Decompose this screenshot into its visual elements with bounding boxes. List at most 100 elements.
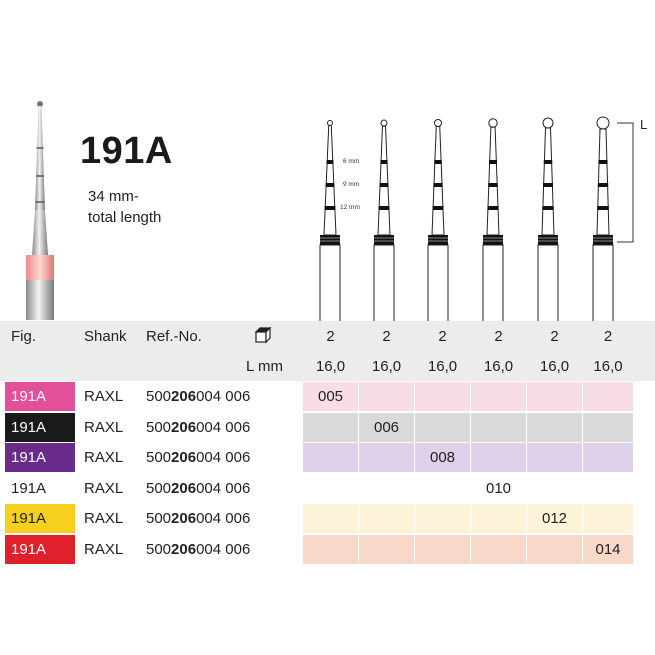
row-ref-no: 500 206 004 006: [140, 504, 302, 533]
instrument-drawings: [319, 116, 614, 325]
ref-part-a: 500: [146, 479, 172, 497]
instrument-photo: [26, 101, 54, 320]
size-cell: [303, 443, 358, 472]
size-cell: 005: [303, 382, 358, 411]
depth-mark: [324, 206, 336, 210]
bur-collar: [320, 235, 340, 245]
size-cell: [415, 382, 470, 411]
table-row: 191A RAXL 500 206 004 006 005: [0, 382, 655, 411]
depth-mark: [326, 160, 334, 164]
package-box-icon: [248, 321, 278, 351]
table-length-row: L mm 16,0 16,0 16,0 16,0 16,0 16,0: [0, 351, 655, 381]
bur-shank: [537, 244, 559, 325]
bur-head: [488, 118, 498, 128]
depth-mark: [543, 183, 553, 187]
ref-part-a: 500: [146, 418, 172, 436]
table-row: 191A RAXL 500 206 004 006 014: [0, 534, 655, 564]
bur-shaft: [541, 127, 555, 236]
bur-head: [596, 116, 610, 130]
row-ref-no: 500 206 004 006: [140, 413, 302, 442]
length-6: 16,0: [593, 357, 623, 375]
row-shank: RAXL: [84, 479, 124, 497]
description-line1: 34 mm-: [88, 188, 139, 205]
bur-shaft: [323, 125, 337, 236]
depth-label-6mm: 6 mm: [343, 158, 360, 165]
size-cell: [527, 534, 582, 564]
ref-part-a: 500: [146, 388, 172, 405]
header-fig: Fig.: [11, 327, 37, 345]
length-1: 16,0: [315, 357, 346, 375]
row-ref-no: 500 206 004 006: [140, 382, 302, 411]
size-cell: [359, 534, 414, 564]
row-shank: RAXL: [84, 418, 124, 436]
pack-qty-4: 2: [494, 327, 503, 345]
bur-shank: [319, 244, 341, 325]
ref-part-b: 206: [171, 449, 197, 466]
bur-shank: [482, 244, 504, 325]
row-fig: 191A: [5, 504, 75, 533]
header-l-mm: L mm: [246, 357, 283, 375]
size-cell: [583, 443, 633, 472]
length-4: 16,0: [483, 357, 514, 375]
pack-qty-2: 2: [382, 327, 391, 345]
size-cell: [415, 504, 470, 533]
bur-shank: [592, 244, 614, 325]
ref-part-a: 500: [146, 510, 172, 527]
ref-part-c: 004 006: [196, 540, 251, 558]
size-cell: [527, 412, 582, 442]
depth-mark: [489, 160, 497, 164]
size-cell: [583, 504, 633, 533]
depth-mark: [597, 206, 609, 210]
row-ref-no: 500 206 004 006: [140, 474, 302, 503]
bur-collar: [428, 235, 448, 245]
bur-shank: [427, 244, 449, 325]
table-row: 191A RAXL 500 206 004 006 008: [0, 443, 655, 472]
depth-mark: [542, 206, 554, 210]
table-row: 191A RAXL 500 206 004 006 010: [0, 473, 655, 503]
depth-mark: [379, 183, 389, 187]
row-fig: 191A: [5, 534, 75, 564]
depth-label-12mm: 12 mm: [340, 204, 360, 211]
length-label: L: [640, 117, 648, 132]
size-cell: [471, 443, 526, 472]
size-cell: [527, 382, 582, 411]
ref-part-c: 004 006: [196, 510, 251, 527]
ref-part-b: 206: [171, 479, 197, 497]
size-cell: [303, 412, 358, 442]
bur-head: [380, 119, 388, 127]
size-cell: 010: [471, 473, 526, 503]
ref-part-b: 206: [171, 418, 197, 436]
size-cell: [303, 473, 358, 503]
bur-shank: [373, 244, 395, 325]
description-line2: total length: [88, 209, 162, 226]
size-cell: [359, 504, 414, 533]
table-row: 191A RAXL 500 206 004 006 012: [0, 504, 655, 533]
pack-qty-5: 2: [550, 327, 559, 345]
row-fig: 191A: [5, 412, 75, 442]
size-cell: [415, 473, 470, 503]
row-shank: RAXL: [84, 540, 124, 558]
header-ref-no: Ref.-No.: [146, 327, 202, 345]
size-cell: 012: [527, 504, 582, 533]
length-5: 16,0: [539, 357, 570, 375]
bur-shaft: [486, 126, 500, 236]
ref-part-b: 206: [171, 510, 197, 527]
size-cell: [359, 382, 414, 411]
size-cell: 014: [583, 534, 633, 564]
table-row: 191A RAXL 500 206 004 006 006: [0, 412, 655, 442]
bur-collar: [593, 235, 613, 245]
size-cell: [471, 382, 526, 411]
pack-qty-6: 2: [603, 327, 613, 345]
size-cell: [359, 473, 414, 503]
header-shank: Shank: [84, 327, 127, 345]
ref-part-b: 206: [171, 540, 197, 558]
ref-part-b: 206: [171, 388, 197, 405]
size-cell: [415, 534, 470, 564]
size-cell: [303, 504, 358, 533]
bur-shaft: [596, 128, 610, 236]
row-shank: RAXL: [84, 449, 124, 466]
row-shank: RAXL: [84, 388, 124, 405]
ref-part-c: 004 006: [196, 388, 251, 405]
size-cell: [527, 443, 582, 472]
size-cell: [471, 412, 526, 442]
